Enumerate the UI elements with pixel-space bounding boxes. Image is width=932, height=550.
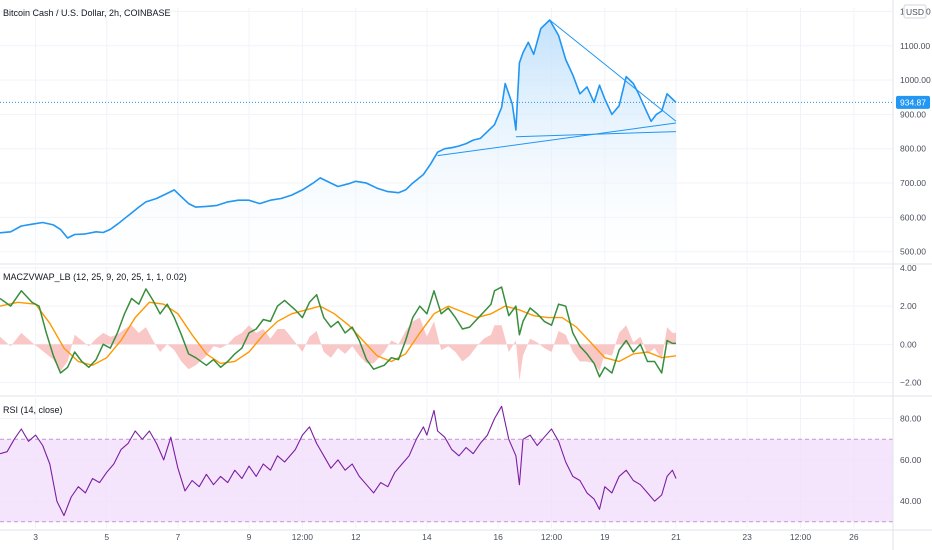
rsi-pane[interactable] (0, 405, 677, 517)
y-tick-label: 0.00 (900, 339, 917, 349)
trendlines[interactable] (437, 19, 677, 157)
price-series-line (0, 19, 677, 239)
y-tick-label: 800.00 (900, 144, 926, 154)
currency-box[interactable] (903, 4, 927, 19)
trendline (437, 122, 677, 157)
x-tick-label: 26 (849, 532, 859, 542)
y-tick-label: −2.00 (900, 378, 922, 388)
macd-line-path (0, 286, 676, 378)
x-tick-label: 14 (422, 532, 432, 542)
currency-label: USD (906, 7, 924, 17)
rsi-band-fill (0, 439, 893, 522)
y-tick-label: 4.00 (900, 263, 917, 273)
trendline (549, 19, 677, 122)
macd-pane[interactable] (0, 286, 677, 381)
x-tick-label: 12:00 (292, 532, 314, 542)
y-tick-label: 1000.00 (900, 75, 931, 85)
rsi-title: RSI (14, close) (3, 405, 63, 415)
y-tick-label: 1100.00 (900, 41, 930, 51)
x-tick-label: 19 (600, 532, 610, 542)
macd-signal-line (0, 301, 677, 367)
x-tick-label: 12 (351, 532, 361, 542)
y-tick-label: 2.00 (900, 301, 917, 311)
price-scale[interactable]: 500.00 600.00 700.00 800.00 900.00 1000.00 110… (900, 6, 931, 506)
price-line (0, 19, 677, 239)
rsi-line (0, 405, 677, 517)
price-area (0, 20, 676, 262)
y-tick-label: 900.00 (900, 109, 926, 119)
y-tick-label: 700.00 (900, 178, 926, 188)
macd-title: MACZVWAP_LB (12, 25, 9, 20, 25, 1, 1, 0.… (3, 272, 187, 282)
x-tick-label: 12:00 (541, 532, 563, 542)
macd-signal-path (0, 301, 677, 367)
macd-line (0, 286, 676, 378)
symbol-title: Bitcoin Cash / U.S. Dollar, 2h, COINBASE (3, 8, 171, 18)
rsi-band (0, 438, 893, 523)
rsi-line-path (0, 405, 677, 517)
last-price-badge (896, 95, 930, 109)
y-tick-label: 500.00 (900, 247, 926, 257)
y-tick-label: 60.00 (900, 455, 922, 465)
x-tick-label: 3 (33, 532, 38, 542)
x-tick-label: 21 (671, 532, 681, 542)
x-tick-label: 12:00 (790, 532, 812, 542)
price-pane[interactable] (0, 19, 893, 262)
x-tick-label: 7 (176, 532, 181, 542)
y-tick-label: 600.00 (900, 212, 926, 222)
x-tick-label: 16 (493, 532, 503, 542)
price-area-fill (0, 20, 676, 262)
time-scale[interactable]: 3 5 7 9 12:00 12 14 16 12:00 19 21 23 12:00 26 (33, 532, 859, 542)
y-tick-label: 80.00 (900, 414, 922, 424)
x-tick-label: 23 (742, 532, 752, 542)
last-price-label: 934.87 (900, 97, 926, 107)
x-tick-label: 5 (104, 532, 109, 542)
x-tick-label: 9 (247, 532, 252, 542)
y-tick-label: 40.00 (900, 496, 922, 506)
